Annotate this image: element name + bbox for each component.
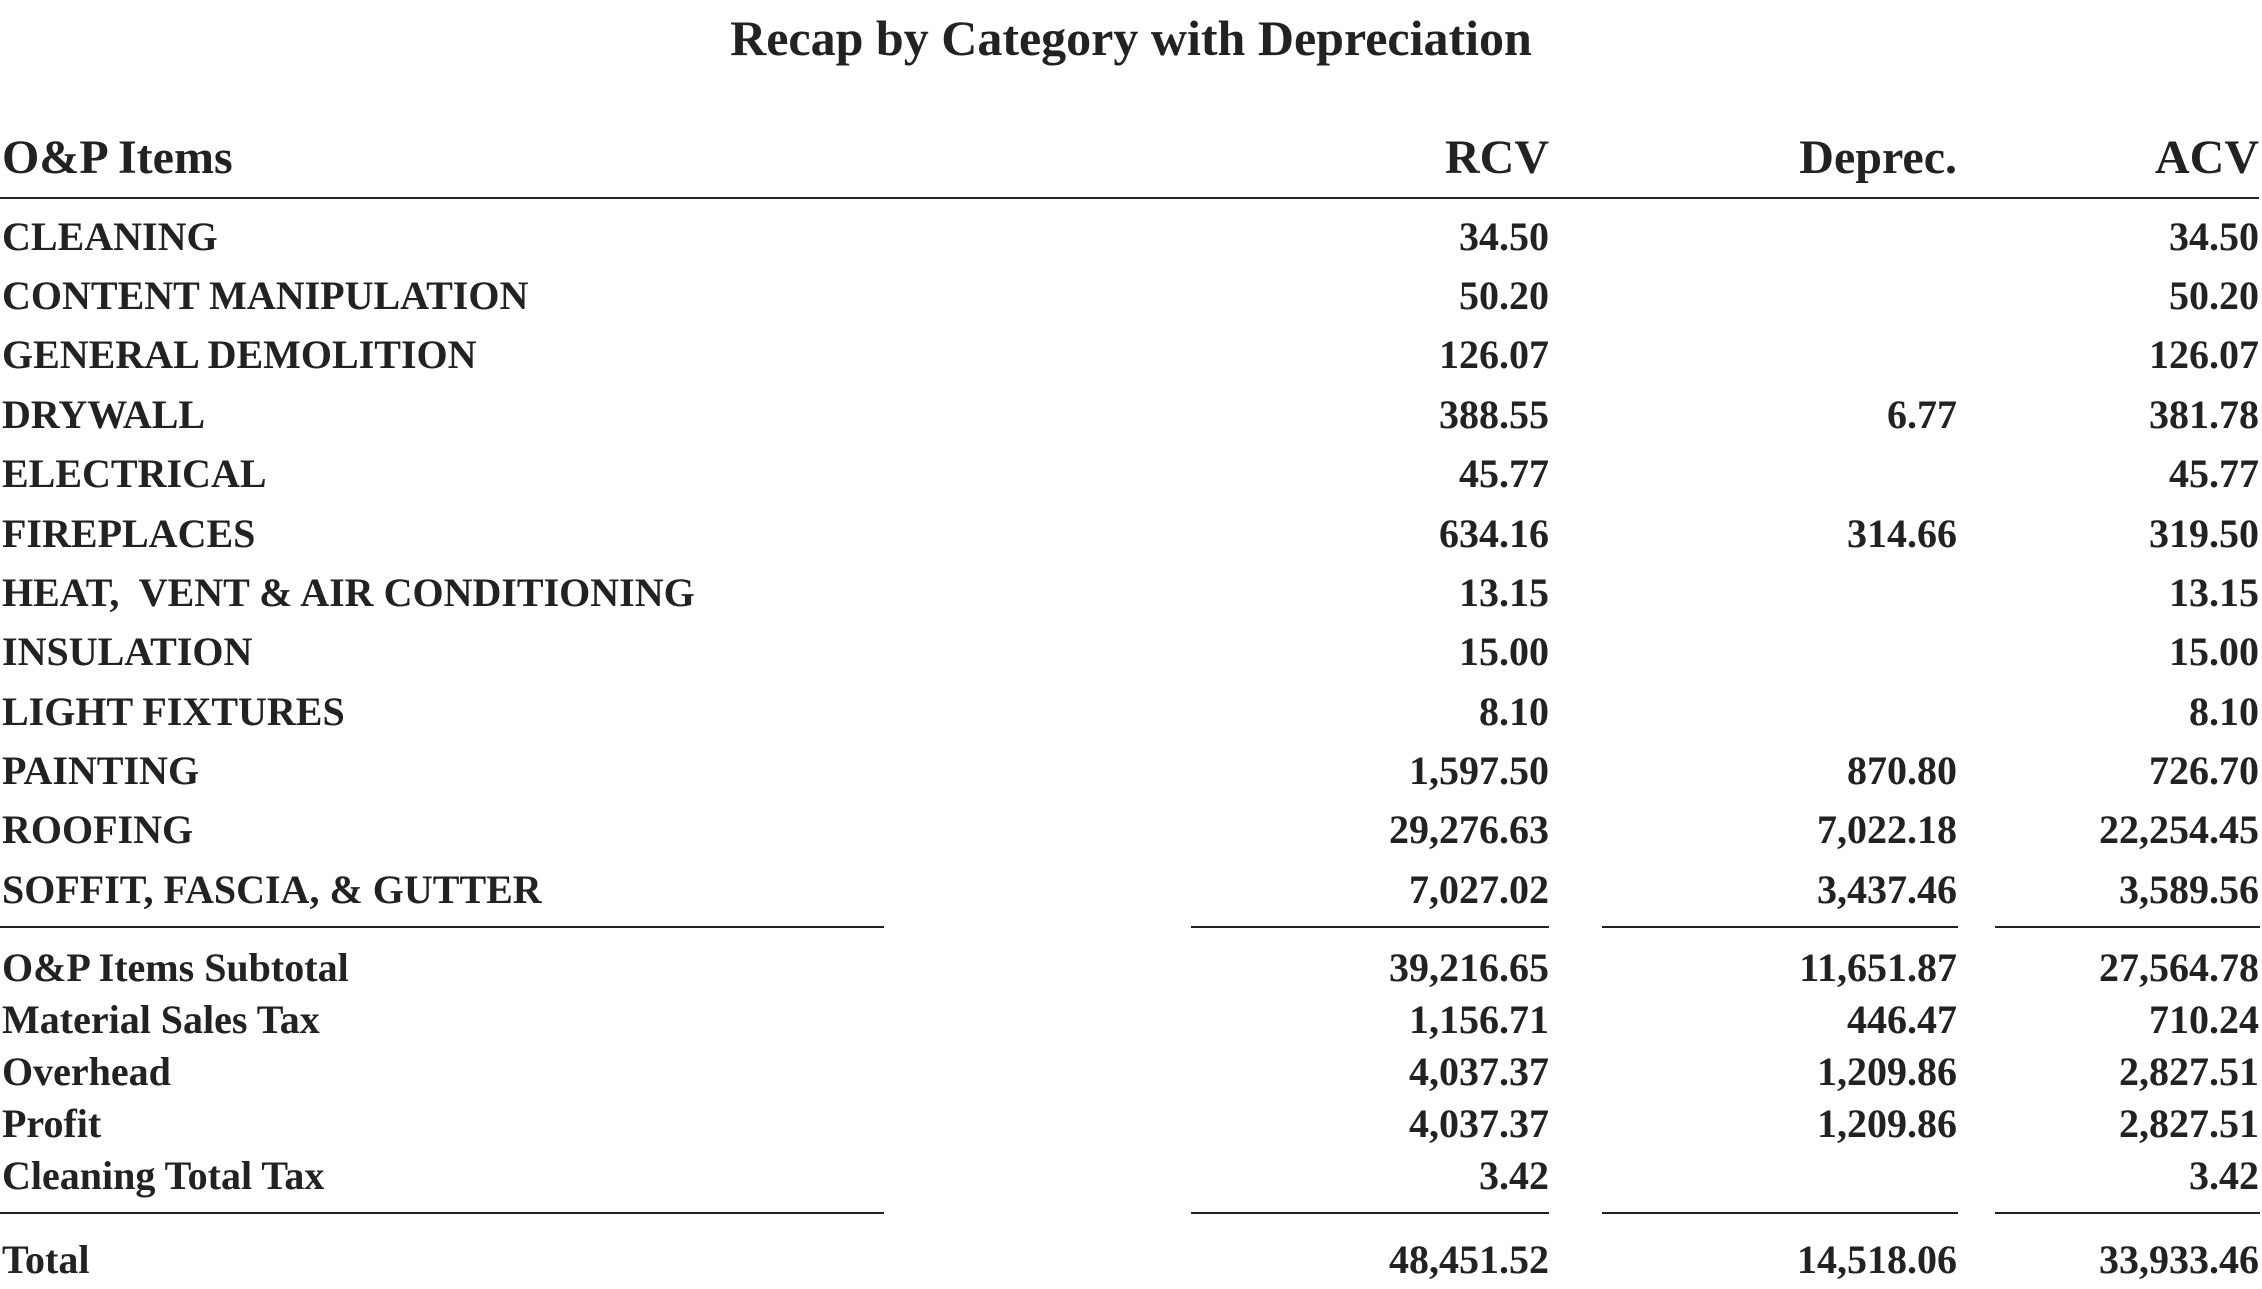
table-row: LIGHT FIXTURES 8.10 8.10 bbox=[0, 683, 2262, 741]
column-header-row: O&P Items RCV Deprec. ACV bbox=[0, 126, 2262, 190]
row-acv: 319.50 bbox=[2149, 511, 2259, 556]
total-rule-label bbox=[0, 1212, 884, 1214]
row-label: PAINTING bbox=[2, 748, 200, 793]
total-rule-rcv bbox=[1191, 1212, 1549, 1214]
row-rcv: 634.16 bbox=[1439, 511, 1549, 556]
row-label: LIGHT FIXTURES bbox=[2, 689, 345, 734]
row-deprec: 3,437.46 bbox=[1817, 867, 1957, 912]
row-deprec: 446.47 bbox=[1847, 997, 1957, 1042]
row-rcv: 8.10 bbox=[1479, 689, 1549, 734]
row-label: CLEANING bbox=[2, 214, 218, 259]
table-row: SOFFIT, FASCIA, & GUTTER 7,027.02 3,437.… bbox=[0, 861, 2262, 919]
row-deprec: 14,518.06 bbox=[1797, 1237, 1957, 1282]
summary-row-cleaning-tax: Cleaning Total Tax 3.42 3.42 bbox=[0, 1151, 2262, 1201]
summary-row-sales-tax: Material Sales Tax 1,156.71 446.47 710.2… bbox=[0, 995, 2262, 1045]
row-acv: 13.15 bbox=[2169, 570, 2259, 615]
table-row: ROOFING 29,276.63 7,022.18 22,254.45 bbox=[0, 801, 2262, 859]
subtotal-rule-rcv bbox=[1191, 926, 1549, 928]
row-rcv: 45.77 bbox=[1459, 451, 1549, 496]
header-rule bbox=[0, 197, 2259, 199]
row-acv: 381.78 bbox=[2149, 392, 2259, 437]
summary-row-subtotal: O&P Items Subtotal 39,216.65 11,651.87 2… bbox=[0, 943, 2262, 993]
column-header-items: O&P Items bbox=[2, 131, 233, 184]
row-rcv: 15.00 bbox=[1459, 629, 1549, 674]
row-deprec: 870.80 bbox=[1847, 748, 1957, 793]
row-acv: 726.70 bbox=[2149, 748, 2259, 793]
row-acv: 8.10 bbox=[2189, 689, 2259, 734]
row-rcv: 126.07 bbox=[1439, 332, 1549, 377]
row-acv: 126.07 bbox=[2149, 332, 2259, 377]
row-label: FIREPLACES bbox=[2, 511, 256, 556]
subtotal-rule-deprec bbox=[1602, 926, 1958, 928]
column-header-rcv: RCV bbox=[1445, 131, 1549, 184]
row-acv: 3.42 bbox=[2189, 1153, 2259, 1198]
row-rcv: 13.15 bbox=[1459, 570, 1549, 615]
subtotal-rule-label bbox=[0, 926, 884, 928]
row-label: Cleaning Total Tax bbox=[2, 1153, 325, 1198]
table-row: CLEANING 34.50 34.50 bbox=[0, 208, 2262, 266]
row-acv: 710.24 bbox=[2149, 997, 2259, 1042]
row-label: Total bbox=[2, 1237, 90, 1282]
row-label: ELECTRICAL bbox=[2, 451, 267, 496]
row-acv: 22,254.45 bbox=[2099, 807, 2259, 852]
table-row: CONTENT MANIPULATION 50.20 50.20 bbox=[0, 267, 2262, 325]
column-header-acv: ACV bbox=[2155, 131, 2259, 184]
row-rcv: 4,037.37 bbox=[1409, 1101, 1549, 1146]
table-row: DRYWALL 388.55 6.77 381.78 bbox=[0, 386, 2262, 444]
row-acv: 50.20 bbox=[2169, 273, 2259, 318]
row-label: CONTENT MANIPULATION bbox=[2, 273, 529, 318]
row-acv: 45.77 bbox=[2169, 451, 2259, 496]
report-title: Recap by Category with Depreciation bbox=[730, 10, 1532, 66]
row-rcv: 1,597.50 bbox=[1409, 748, 1549, 793]
row-rcv: 50.20 bbox=[1459, 273, 1549, 318]
table-row: HEAT, VENT & AIR CONDITIONING 13.15 13.1… bbox=[0, 564, 2262, 622]
row-deprec: 1,209.86 bbox=[1817, 1049, 1957, 1094]
row-rcv: 34.50 bbox=[1459, 214, 1549, 259]
row-deprec: 11,651.87 bbox=[1799, 945, 1957, 990]
total-row: Total 48,451.52 14,518.06 33,933.46 bbox=[0, 1231, 2262, 1289]
row-rcv: 4,037.37 bbox=[1409, 1049, 1549, 1094]
summary-row-profit: Profit 4,037.37 1,209.86 2,827.51 bbox=[0, 1099, 2262, 1149]
row-deprec: 314.66 bbox=[1847, 511, 1957, 556]
table-row: FIREPLACES 634.16 314.66 319.50 bbox=[0, 505, 2262, 563]
row-rcv: 388.55 bbox=[1439, 392, 1549, 437]
row-rcv: 1,156.71 bbox=[1409, 997, 1549, 1042]
total-rule-deprec bbox=[1602, 1212, 1958, 1214]
row-label: INSULATION bbox=[2, 629, 253, 674]
row-acv: 3,589.56 bbox=[2119, 867, 2259, 912]
table-row: PAINTING 1,597.50 870.80 726.70 bbox=[0, 742, 2262, 800]
row-label: SOFFIT, FASCIA, & GUTTER bbox=[2, 867, 542, 912]
table-row: GENERAL DEMOLITION 126.07 126.07 bbox=[0, 326, 2262, 384]
row-label: HEAT, VENT & AIR CONDITIONING bbox=[2, 570, 695, 615]
row-label: Profit bbox=[2, 1101, 102, 1146]
row-acv: 34.50 bbox=[2169, 214, 2259, 259]
row-label: GENERAL DEMOLITION bbox=[2, 332, 477, 377]
row-label: ROOFING bbox=[2, 807, 194, 852]
row-acv: 15.00 bbox=[2169, 629, 2259, 674]
row-rcv: 3.42 bbox=[1479, 1153, 1549, 1198]
row-acv: 2,827.51 bbox=[2119, 1101, 2259, 1146]
table-row: INSULATION 15.00 15.00 bbox=[0, 623, 2262, 681]
row-acv: 2,827.51 bbox=[2119, 1049, 2259, 1094]
total-rule-acv bbox=[1995, 1212, 2260, 1214]
row-label: DRYWALL bbox=[2, 392, 206, 437]
row-acv: 27,564.78 bbox=[2099, 945, 2259, 990]
row-deprec: 7,022.18 bbox=[1817, 807, 1957, 852]
table-row: ELECTRICAL 45.77 45.77 bbox=[0, 445, 2262, 503]
column-header-deprec: Deprec. bbox=[1799, 131, 1957, 184]
row-rcv: 7,027.02 bbox=[1409, 867, 1549, 912]
row-label: Material Sales Tax bbox=[2, 997, 320, 1042]
row-deprec: 1,209.86 bbox=[1817, 1101, 1957, 1146]
summary-row-overhead: Overhead 4,037.37 1,209.86 2,827.51 bbox=[0, 1047, 2262, 1097]
row-rcv: 39,216.65 bbox=[1389, 945, 1549, 990]
subtotal-rule-acv bbox=[1995, 926, 2260, 928]
row-deprec: 6.77 bbox=[1887, 392, 1957, 437]
row-rcv: 29,276.63 bbox=[1389, 807, 1549, 852]
row-label: O&P Items Subtotal bbox=[2, 945, 349, 990]
row-rcv: 48,451.52 bbox=[1389, 1237, 1549, 1282]
row-label: Overhead bbox=[2, 1049, 171, 1094]
row-acv: 33,933.46 bbox=[2099, 1237, 2259, 1282]
